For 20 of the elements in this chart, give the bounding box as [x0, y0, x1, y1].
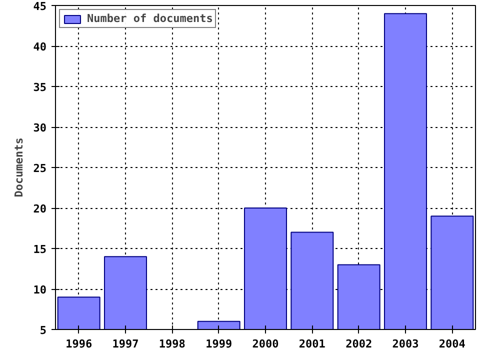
x-tick-label: 2004	[438, 338, 466, 350]
x-tick-label: 1997	[112, 338, 139, 350]
y-tick-label: 45	[33, 0, 47, 13]
x-tick-label: 1996	[66, 338, 92, 350]
y-tick-label: 10	[33, 284, 47, 296]
legend-label: Number of documents	[87, 12, 213, 25]
x-tick-label: 1999	[206, 338, 232, 350]
x-tick-label: 2000	[252, 338, 279, 350]
x-tick-label: 1998	[158, 338, 186, 350]
y-tick-label: 25	[33, 162, 47, 175]
x-tick-label: 2002	[346, 338, 372, 350]
y-tick-label: 20	[33, 202, 47, 216]
x-tick-label: 2001	[298, 338, 326, 350]
y-tick-label: 35	[33, 81, 47, 94]
y-axis-title: Documents	[12, 138, 26, 198]
y-tick-label: 40	[33, 40, 47, 54]
y-tick-label: 15	[33, 243, 47, 256]
x-tick-label: 2003	[392, 338, 419, 350]
y-tick-label: 30	[33, 122, 47, 134]
y-tick-label: 5	[40, 324, 46, 337]
